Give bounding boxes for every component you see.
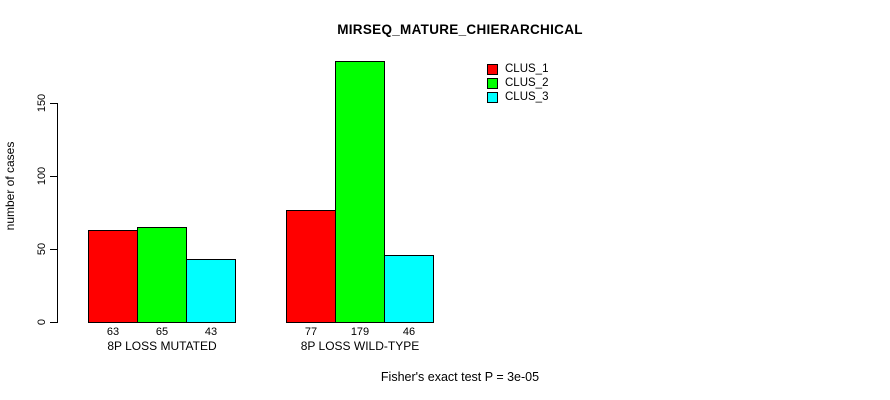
bar-value-label: 65 bbox=[155, 326, 169, 338]
legend-item-clus_2: CLUS_2 bbox=[487, 76, 548, 90]
category-label: 8P LOSS WILD-TYPE bbox=[300, 339, 420, 353]
y-tick-label: 0 bbox=[36, 318, 48, 326]
bar-clus_3-group2 bbox=[384, 255, 434, 323]
bar-value-label: 179 bbox=[350, 326, 370, 338]
bar-value-label: 77 bbox=[304, 326, 318, 338]
y-axis-label: number of cases bbox=[3, 141, 17, 231]
bar-value-label: 63 bbox=[106, 326, 120, 338]
y-tick-label: 100 bbox=[36, 166, 48, 186]
bar-value-label: 43 bbox=[204, 326, 218, 338]
category-label: 8P LOSS MUTATED bbox=[107, 339, 217, 353]
bar-clus_3-group1 bbox=[186, 259, 236, 323]
bar-clus_2-group1 bbox=[137, 227, 187, 323]
chart-title: MIRSEQ_MATURE_CHIERARCHICAL bbox=[337, 22, 583, 37]
bar-value-label: 46 bbox=[402, 326, 416, 338]
legend-swatch bbox=[487, 63, 498, 75]
y-tick-label: 50 bbox=[36, 242, 48, 256]
legend: CLUS_1 CLUS_2 CLUS_3 bbox=[487, 62, 548, 104]
legend-item-clus_1: CLUS_1 bbox=[487, 62, 548, 76]
bar-clus_1-group1 bbox=[88, 230, 138, 323]
legend-item-clus_3: CLUS_3 bbox=[487, 90, 548, 104]
legend-label: CLUS_2 bbox=[505, 77, 549, 89]
legend-label: CLUS_1 bbox=[505, 63, 549, 75]
y-axis-line bbox=[57, 103, 58, 323]
bar-clus_1-group2 bbox=[286, 210, 336, 323]
y-tick bbox=[50, 249, 57, 250]
legend-swatch bbox=[487, 77, 498, 89]
legend-swatch bbox=[487, 91, 498, 103]
bar-clus_2-group2 bbox=[335, 61, 385, 323]
y-tick bbox=[50, 103, 57, 104]
y-tick-label: 150 bbox=[36, 93, 48, 113]
legend-label: CLUS_3 bbox=[505, 91, 549, 103]
y-tick bbox=[50, 322, 57, 323]
y-tick bbox=[50, 176, 57, 177]
caption: Fisher's exact test P = 3e-05 bbox=[380, 370, 540, 384]
